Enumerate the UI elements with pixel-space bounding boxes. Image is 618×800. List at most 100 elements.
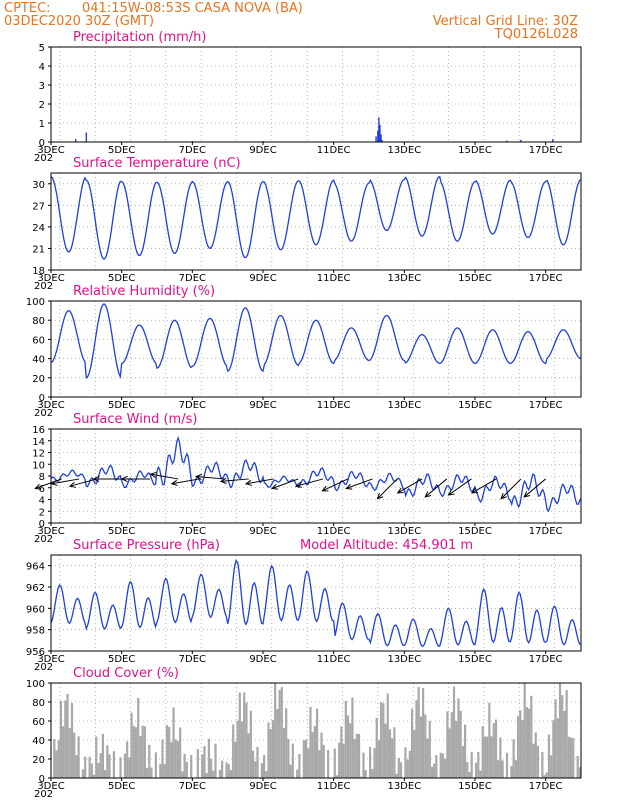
x-tick-label: 11DEC xyxy=(317,400,351,411)
cloud-bar xyxy=(260,763,263,778)
y-tick-label: 60 xyxy=(32,335,45,346)
cloud-bar xyxy=(302,740,305,778)
cloud-bar xyxy=(123,753,127,778)
cloud-bar xyxy=(210,758,213,778)
cloud-bar xyxy=(304,739,308,778)
precip-bar xyxy=(520,139,522,142)
y-tick-label: 0 xyxy=(39,774,45,785)
cloud-bar xyxy=(212,770,215,778)
year-stub-label: 202 xyxy=(34,281,53,292)
cloud-bar xyxy=(578,767,581,778)
cloud-bar xyxy=(541,751,544,778)
y-tick-label: 80 xyxy=(32,316,45,327)
cloud-bar xyxy=(382,703,385,778)
y-tick-label: 3 xyxy=(39,81,45,92)
y-tick-label: 100 xyxy=(26,297,45,308)
cloud-bar xyxy=(563,710,566,778)
y-tick-label: 100 xyxy=(26,679,45,690)
wind-vector xyxy=(424,478,448,498)
cloud-bar xyxy=(441,753,445,778)
x-tick-label: 13DEC xyxy=(387,400,421,411)
cloud-bar xyxy=(282,727,286,778)
wind-vector-head xyxy=(345,483,353,490)
panel-title: Surface Temperature (nC) xyxy=(73,156,241,171)
cloud-bar xyxy=(463,724,467,778)
wind-vector-head xyxy=(244,479,252,486)
cloud-bar xyxy=(276,709,279,778)
cloud-bar xyxy=(342,743,345,778)
cloud-bar xyxy=(536,745,540,778)
cloud-bar xyxy=(377,740,381,778)
cloud-bar xyxy=(251,750,255,778)
x-tick-label: 13DEC xyxy=(387,781,421,792)
cloud-bar xyxy=(247,733,250,778)
wind-vector xyxy=(322,478,349,492)
year-stub-label: 202 xyxy=(34,789,53,800)
wind-vector-head xyxy=(219,477,227,484)
cloud-bar xyxy=(289,764,292,778)
cloud-bar xyxy=(240,721,244,778)
cloud-bar xyxy=(185,761,188,778)
panel-title: Surface Pressure (hPa) xyxy=(73,538,220,553)
cloud-bar xyxy=(132,725,135,778)
y-tick-label: 60 xyxy=(32,717,45,728)
cloud-bar xyxy=(567,736,570,778)
x-tick-label: 13DEC xyxy=(387,654,421,665)
x-tick-label: 5DEC xyxy=(108,781,135,792)
wind-vector-head xyxy=(50,479,58,486)
y-tick-label: 1 xyxy=(39,119,45,130)
y-tick-label: 14 xyxy=(32,437,45,448)
cloud-bar xyxy=(481,726,484,778)
cloud-bar xyxy=(101,733,104,778)
y-tick-label: 2 xyxy=(39,507,45,518)
cloud-bar xyxy=(565,690,568,778)
cloud-bar xyxy=(148,744,151,778)
y-tick-label: 956 xyxy=(26,647,45,658)
cloud-bar xyxy=(311,731,314,778)
x-tick-label: 11DEC xyxy=(317,526,351,537)
panel-note: Model Altitude: 454.901 m xyxy=(300,538,473,553)
cloud-bar xyxy=(357,733,361,778)
precip-bar xyxy=(85,132,88,142)
cloud-bar xyxy=(505,752,509,778)
precip-bar xyxy=(506,140,508,142)
wind-vector-head xyxy=(120,475,128,482)
wind-vector xyxy=(471,478,497,494)
cloud-bar xyxy=(364,770,367,778)
cloud-bar xyxy=(461,746,464,778)
cloud-bar xyxy=(249,710,252,778)
cloud-bar xyxy=(66,693,69,778)
cloud-bar xyxy=(388,729,392,778)
cloud-bar xyxy=(371,769,374,778)
header-location: 041:15W-08:53S CASA NOVA (BA) xyxy=(82,1,303,16)
precip-bar xyxy=(379,124,381,142)
cloud-bar xyxy=(362,752,365,778)
wind-vector xyxy=(35,478,62,489)
cloud-bar xyxy=(353,739,356,778)
wind-vector-head xyxy=(376,492,384,500)
wind-vector-head xyxy=(149,471,157,478)
x-tick-label: 15DEC xyxy=(458,145,492,156)
cloud-bar xyxy=(128,757,131,778)
cloud-bar xyxy=(126,741,129,778)
cloud-bar xyxy=(569,737,573,778)
wind-vector-head xyxy=(500,492,507,500)
cloud-bar xyxy=(397,758,400,778)
x-tick-label: 7DEC xyxy=(179,654,206,665)
cloud-bar xyxy=(355,733,358,778)
wind-vector xyxy=(245,478,274,485)
cloud-bar xyxy=(373,748,376,778)
y-tick-label: 8 xyxy=(39,472,45,483)
cloud-bar xyxy=(280,687,283,778)
cloud-bar xyxy=(448,728,451,778)
wind-vector xyxy=(196,475,225,480)
cloud-bar xyxy=(88,756,91,778)
x-tick-label: 11DEC xyxy=(317,145,351,156)
cloud-bar xyxy=(218,769,222,778)
wind-vector-head xyxy=(321,485,329,492)
cloud-bar xyxy=(490,736,493,778)
panel-rh: 0 20 40 60 80 100 3DEC 5DEC 7DEC 9DEC 11DEC 13DEC 15… xyxy=(26,284,582,419)
wind-vector-head xyxy=(34,483,42,490)
cloud-bar xyxy=(139,736,142,778)
cloud-bar xyxy=(422,688,425,778)
